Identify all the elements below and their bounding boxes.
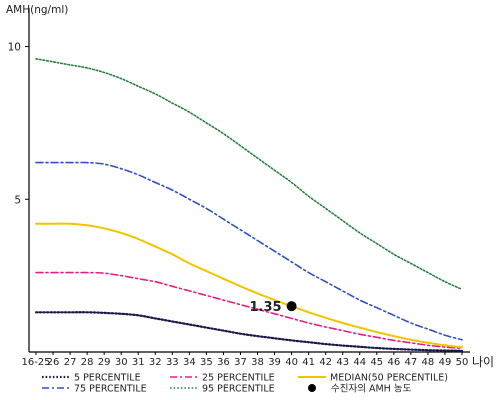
x-tick-label: 33: [166, 357, 179, 368]
x-tick-label: 41: [302, 357, 315, 368]
x-tick-label: 29: [98, 357, 111, 368]
x-tick-label: 16-25: [21, 357, 50, 368]
x-tick-label: 48: [422, 357, 435, 368]
legend-patient-label: 수진자의 AMH 농도: [331, 384, 412, 395]
legend-label: MEDIAN(50 PERCENTILE): [330, 373, 448, 384]
x-tick-label: 47: [405, 357, 418, 368]
x-tick-label: 49: [439, 357, 452, 368]
x-tick-label: 46: [387, 357, 400, 368]
x-tick-label: 44: [353, 357, 366, 368]
x-tick-label: 43: [336, 357, 349, 368]
series-lines: [34, 58, 464, 352]
x-tick-label: 28: [81, 357, 94, 368]
x-tick-label: 36: [217, 357, 230, 368]
patient-value-label: 1.35: [250, 300, 282, 315]
series-line-25-percentile: [35, 271, 463, 350]
x-tick-label: 40: [285, 357, 298, 368]
x-tick-label: 27: [64, 357, 77, 368]
x-tick-label: 45: [370, 357, 383, 368]
legend-patient-dot: [308, 384, 316, 392]
y-axis-label: AMH(ng/ml): [6, 4, 68, 16]
legend-label: 75 PERCENTILE: [74, 384, 147, 395]
x-tick-label: 39: [268, 357, 281, 368]
x-tick-label: 32: [149, 357, 162, 368]
y-tick-label: 10: [8, 42, 21, 54]
series-line-75-percentile: [35, 161, 463, 341]
x-tick-label: 31: [132, 357, 145, 368]
y-tick-label: 5: [14, 194, 21, 206]
x-tick-label: 26: [47, 357, 60, 368]
patient-marker: 1.35: [250, 300, 297, 315]
x-tick-label: 37: [234, 357, 247, 368]
legend-label: 5 PERCENTILE: [74, 373, 141, 384]
series-line-95-percentile: [35, 58, 463, 291]
x-tick-label: 30: [115, 357, 128, 368]
patient-point: [286, 301, 297, 312]
x-axis-label: 나이: [472, 355, 494, 369]
x-tick-label: 50: [456, 357, 469, 368]
x-tick-label: 42: [319, 357, 332, 368]
series-line-median-50-percentile: [35, 222, 463, 349]
x-tick-label: 34: [183, 357, 196, 368]
x-tick-label: 38: [251, 357, 264, 368]
legend-label: 95 PERCENTILE: [202, 384, 275, 395]
x-tick-label: 35: [200, 357, 213, 368]
series-line-5-percentile: [34, 311, 464, 352]
legend-label: 25 PERCENTILE: [202, 373, 275, 384]
legend: 5 PERCENTILE 25 PERCENTILE MEDIAN(50 PER…: [42, 373, 448, 395]
